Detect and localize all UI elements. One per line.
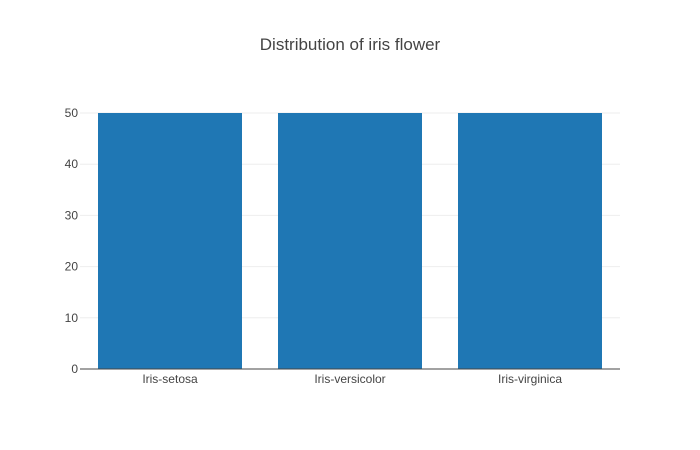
y-tick-label: 0	[71, 362, 78, 376]
bar-iris-setosa[interactable]	[98, 113, 242, 369]
y-tick-label: 20	[65, 260, 79, 274]
bars	[98, 113, 602, 369]
y-tick-label: 10	[65, 311, 79, 325]
y-tick-label: 30	[65, 208, 79, 222]
tick-labels: 0 10 20 30 40 50 Iris-setosa Iris-versicolor Iri…	[65, 106, 563, 386]
x-tick-label: Iris-virginica	[498, 372, 562, 386]
bar-iris-virginica[interactable]	[458, 113, 602, 369]
y-tick-label: 40	[65, 157, 79, 171]
x-tick-label: Iris-setosa	[142, 372, 198, 386]
y-tick-label: 50	[65, 106, 79, 120]
x-tick-label: Iris-versicolor	[314, 372, 385, 386]
chart-title: Distribution of iris flower	[260, 35, 441, 54]
bar-iris-versicolor[interactable]	[278, 113, 422, 369]
